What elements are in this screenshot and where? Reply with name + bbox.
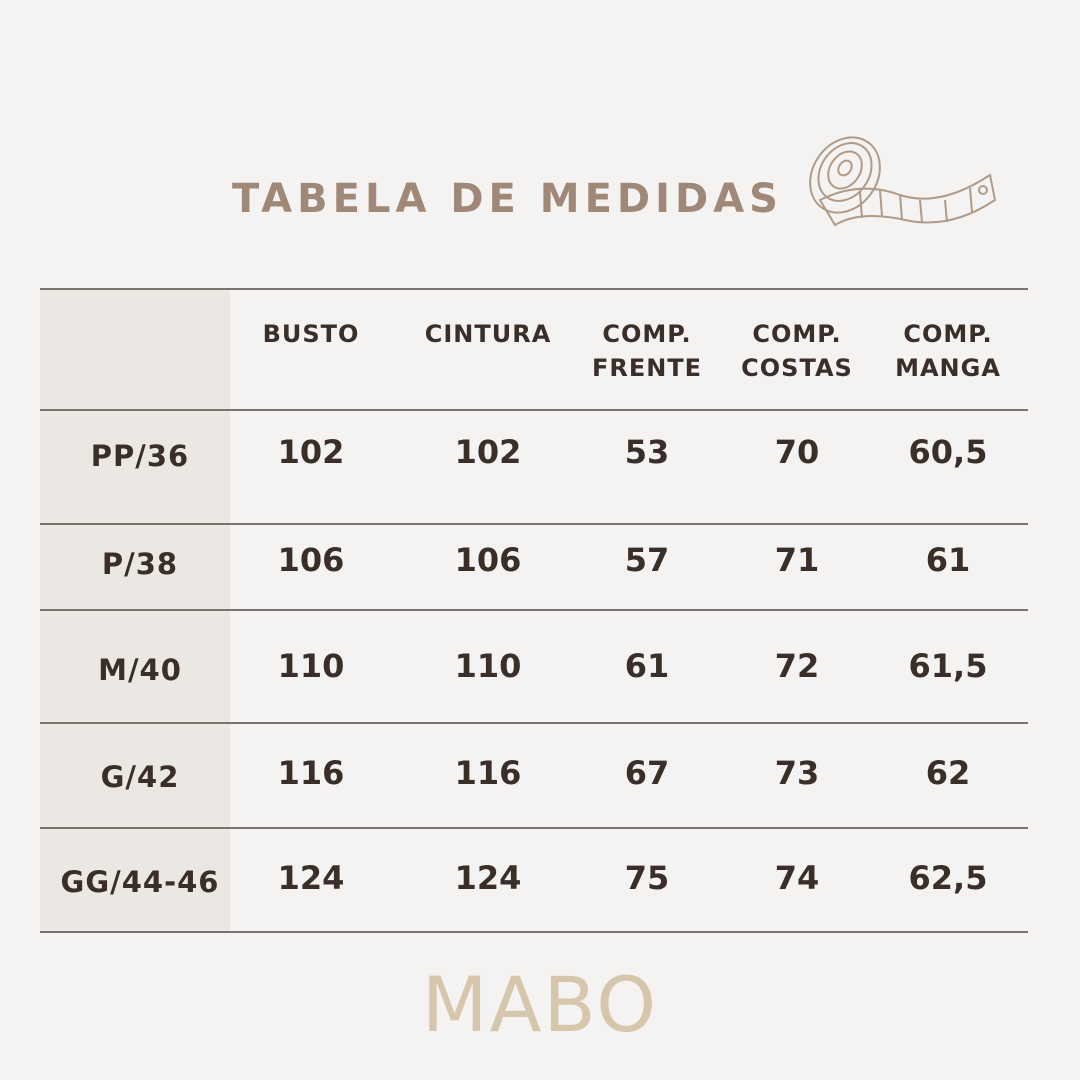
measurement-cell: 62 [925,754,971,792]
measurement-cell: 106 [277,541,345,579]
size-label: G/42 [100,760,180,794]
column-header: COMP. COSTAS [741,317,853,385]
divider [40,409,1028,411]
divider [40,523,1028,525]
column-header: BUSTO [263,317,360,351]
header-line: COMP. [752,320,842,348]
measurement-cell: 106 [454,541,522,579]
measurement-cell: 110 [277,647,345,685]
header-line: COMP. [602,320,692,348]
size-label: GG/44-46 [60,865,220,899]
measurement-cell: 116 [277,754,345,792]
size-label: M/40 [98,653,182,687]
divider [40,722,1028,724]
measurement-cell: 75 [624,859,670,897]
measurement-cell: 102 [454,433,522,471]
measurement-cell: 70 [774,433,820,471]
header-line: MANGA [895,354,1001,382]
divider [40,609,1028,611]
measurement-cell: 53 [624,433,670,471]
measurement-cell: 72 [774,647,820,685]
brand-logo: MABO [421,960,659,1049]
header-line: COMP. [903,320,993,348]
measuring-tape-icon [809,136,997,227]
measurement-cell: 57 [624,541,670,579]
measurement-cell: 73 [774,754,820,792]
measurement-cell: 110 [454,647,522,685]
page-title: TABELA DE MEDIDAS [232,176,783,222]
measurement-cell: 124 [277,859,345,897]
divider [40,827,1028,829]
measurement-cell: 60,5 [908,433,988,471]
measurement-cell: 61 [925,541,971,579]
measurement-cell: 62,5 [908,859,988,897]
measurement-cell: 61 [624,647,670,685]
column-header: CINTURA [425,317,552,351]
header-line: COSTAS [741,354,853,382]
measurement-cell: 102 [277,433,345,471]
measurement-cell: 61,5 [908,647,988,685]
measurement-cell: 67 [624,754,670,792]
column-header: COMP. MANGA [895,317,1001,385]
divider [40,288,1028,290]
size-label: P/38 [101,547,179,581]
size-label: PP/36 [90,439,190,473]
measurement-cell: 71 [774,541,820,579]
measurement-cell: 124 [454,859,522,897]
header-line: CINTURA [424,320,552,348]
divider [40,931,1028,933]
measurement-cell: 116 [454,754,522,792]
column-header: COMP. FRENTE [592,317,702,385]
header-line: BUSTO [262,320,360,348]
header-line: FRENTE [591,354,703,382]
measurement-cell: 74 [774,859,820,897]
